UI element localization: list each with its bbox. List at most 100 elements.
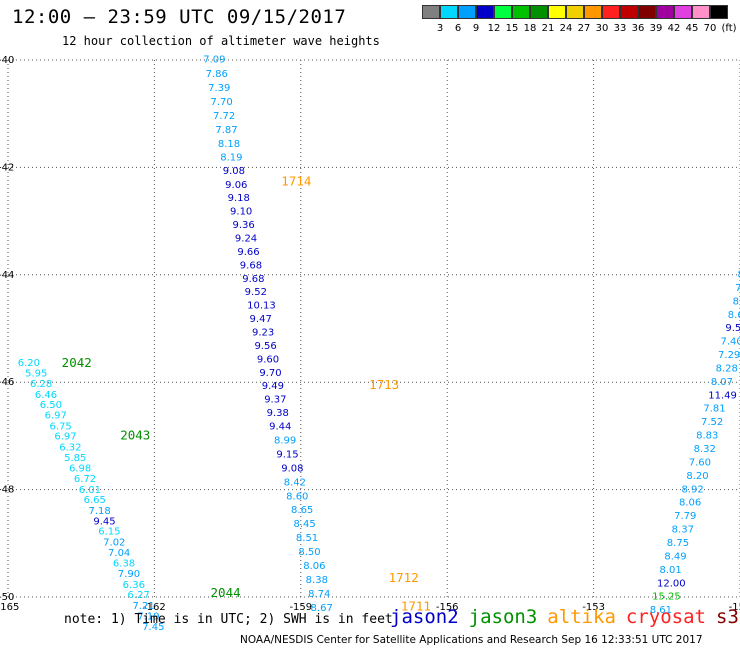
scale-swatch	[656, 5, 674, 19]
scale-swatch	[674, 5, 692, 19]
x-tick-label: -153	[582, 602, 605, 613]
swh-value: 7.8	[735, 283, 740, 294]
pass-number-label: 2043	[120, 428, 150, 443]
swh-value: 8.60	[286, 491, 308, 502]
swh-value: 8.20	[686, 471, 708, 482]
x-tick-label: -150	[729, 602, 740, 613]
scale-swatch	[638, 5, 656, 19]
x-tick-label: -165	[0, 602, 19, 613]
swh-value: 9.60	[257, 354, 279, 365]
swh-value: 9.18	[228, 193, 250, 204]
swh-value: 6.65	[84, 495, 106, 506]
swh-value: 11.49	[708, 390, 737, 401]
scale-label: 24	[559, 23, 573, 34]
swh-value: 7.45	[142, 622, 164, 633]
swh-value: 12.00	[657, 578, 686, 589]
units-note: note: 1) Time is in UTC; 2) SWH is in fe…	[64, 612, 393, 627]
legend-item-cryosat: cryosat	[625, 606, 706, 628]
swh-value: 7.87	[215, 125, 237, 136]
swh-value: 8.42	[284, 477, 306, 488]
scale-swatch	[620, 5, 638, 19]
scale-label: 12	[487, 23, 501, 34]
swh-value: 9.06	[225, 180, 247, 191]
swh-value: 9.45	[93, 517, 115, 528]
swh-value: 8.75	[667, 538, 689, 549]
x-tick-label: -162	[143, 602, 166, 613]
swh-value: 9.70	[259, 368, 281, 379]
legend-item-altika: altika	[547, 606, 616, 628]
scale-label: 36	[631, 23, 645, 34]
scale-label: 45	[685, 23, 699, 34]
scale-label: 39	[649, 23, 663, 34]
pass-number-label: 1711	[401, 598, 431, 613]
swh-value: 6.20	[18, 358, 40, 369]
pass-number-label: 2042	[62, 355, 92, 370]
swh-value: 8.67	[311, 603, 333, 614]
swh-value: 9.08	[281, 463, 303, 474]
swh-value: 6.32	[59, 442, 81, 453]
swh-value: 7.02	[103, 537, 125, 548]
swh-value: 9.37	[264, 395, 286, 406]
swh-value: 9.10	[230, 207, 252, 218]
scale-label: 18	[523, 23, 537, 34]
swh-value: 5.85	[64, 453, 86, 464]
swh-value: 9.68	[242, 274, 264, 285]
x-tick-label: -156	[436, 602, 459, 613]
swh-value: 8.74	[308, 589, 330, 600]
scale-swatch	[584, 5, 602, 19]
scale-label: 70	[703, 23, 717, 34]
scale-swatch	[692, 5, 710, 19]
swh-value: 9.68	[240, 260, 262, 271]
scale-unit: (ft)	[721, 23, 737, 34]
scale-label: 30	[595, 23, 609, 34]
swh-value: 8.92	[681, 484, 703, 495]
swh-value: 15.25	[652, 592, 681, 603]
swh-value: 8.07	[711, 377, 733, 388]
swh-value: 7.72	[213, 111, 235, 122]
swh-value: 8.50	[298, 547, 320, 558]
swh-value: 9.08	[223, 166, 245, 177]
swh-value: 6.27	[128, 590, 150, 601]
swh-value: 6.01	[79, 485, 101, 496]
swh-value: 8	[738, 269, 740, 280]
map-title: 12:00 – 23:59 UTC 09/15/2017	[12, 6, 347, 28]
swh-value: 7.86	[206, 69, 228, 80]
scale-swatch	[710, 5, 728, 19]
swh-value: 9.23	[252, 327, 274, 338]
y-tick-label: -46	[0, 377, 14, 388]
swh-value: 6.98	[69, 463, 91, 474]
swh-value: 8.99	[274, 435, 296, 446]
swh-value: 7.29	[718, 350, 740, 361]
scale-swatch	[566, 5, 584, 19]
swh-value: 8.49	[664, 551, 686, 562]
swh-value: 7.18	[89, 506, 111, 517]
swh-value: 9.66	[237, 247, 259, 258]
swh-value: 8.83	[696, 431, 718, 442]
swh-value: 8.18	[218, 139, 240, 150]
swh-value: 7.52	[701, 417, 723, 428]
swh-value: 9.38	[267, 408, 289, 419]
legend-item-s3a: s3a	[716, 606, 740, 628]
pass-number-label: 2044	[211, 585, 241, 600]
swh-value: 9.36	[232, 220, 254, 231]
y-tick-label: -50	[0, 592, 14, 603]
swh-value: 8.28	[716, 363, 738, 374]
scale-label: 21	[541, 23, 555, 34]
swh-value: 9.51	[725, 323, 740, 334]
swh-value: 7.04	[108, 548, 130, 559]
swh-value: 9.24	[235, 234, 257, 245]
legend-item-jason2: jason2	[390, 606, 459, 628]
swh-value: 7.70	[211, 97, 233, 108]
y-tick-label: -42	[0, 162, 14, 173]
scale-label: 6	[454, 23, 462, 34]
swh-value: 7.79	[674, 511, 696, 522]
scale-swatch	[512, 5, 530, 19]
scale-swatch	[440, 5, 458, 19]
swh-value: 5.95	[25, 368, 47, 379]
swh-value: 9.56	[254, 341, 276, 352]
swh-value: 8.32	[694, 444, 716, 455]
swh-value: 8.01	[659, 565, 681, 576]
pass-number-label: 1714	[281, 174, 311, 189]
scale-swatch	[422, 5, 440, 19]
